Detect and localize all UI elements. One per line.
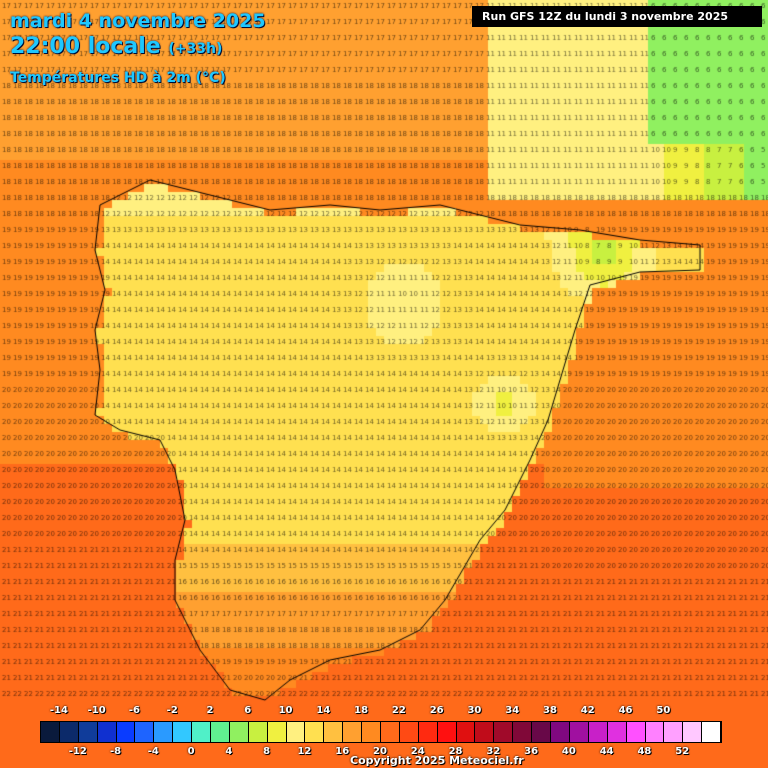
scale-swatch: [78, 722, 98, 742]
scale-swatch: [343, 722, 363, 742]
map-time-label: 22:00 locale: [10, 34, 161, 59]
copyright: Copyright 2025 Meteociel.fr: [350, 754, 524, 767]
scale-swatch: [513, 722, 533, 742]
legend-label: -8: [109, 746, 122, 757]
scale-swatch: [97, 722, 117, 742]
scale-swatch: [116, 722, 136, 742]
scale-swatch: [645, 722, 665, 742]
scale-swatch: [532, 722, 552, 742]
scale-swatch: [59, 722, 79, 742]
color-scale-bar: [40, 721, 722, 743]
scale-swatch: [248, 722, 268, 742]
scale-swatch: [305, 722, 325, 742]
legend-label: 48: [637, 746, 652, 757]
legend-label: 52: [675, 746, 690, 757]
legend-label: 50: [656, 705, 671, 716]
scale-swatch: [664, 722, 684, 742]
scale-swatch: [399, 722, 419, 742]
legend-label: 0: [187, 746, 195, 757]
legend-label: 10: [278, 705, 293, 716]
legend-label: 8: [263, 746, 271, 757]
legend-label: 40: [561, 746, 576, 757]
legend-label: -12: [68, 746, 87, 757]
legend-label: -4: [147, 746, 159, 757]
scale-swatch: [456, 722, 476, 742]
scale-swatch: [475, 722, 495, 742]
legend-label: 38: [543, 705, 557, 716]
legend-bottom-labels: -12 -8 -4 0 4 8 12 16 20 24 28 32 36 40 44 48 52: [40, 746, 720, 760]
scale-swatch: [626, 722, 646, 742]
map-time-offset: (+33h): [168, 41, 223, 57]
legend-label: 42: [580, 705, 595, 716]
legend-label: 32: [486, 746, 501, 757]
scale-swatch: [418, 722, 438, 742]
legend-label: -10: [87, 705, 106, 716]
map-time: 22:00 locale (+33h): [10, 34, 222, 59]
scale-swatch: [192, 722, 212, 742]
scale-swatch: [229, 722, 249, 742]
legend-label: 28: [448, 746, 463, 757]
run-info: Run GFS 12Z du lundi 3 novembre 2025: [472, 6, 762, 27]
legend-label: 26: [429, 705, 444, 716]
legend-label: 6: [244, 705, 252, 716]
scale-swatch: [173, 722, 193, 742]
scale-swatch: [41, 722, 60, 742]
legend-label: 22: [391, 705, 406, 716]
scale-swatch: [324, 722, 344, 742]
legend-label: -6: [128, 705, 140, 716]
legend-label: 18: [354, 705, 369, 716]
legend-label: -14: [49, 705, 68, 716]
scale-swatch: [569, 722, 589, 742]
legend-label: 34: [505, 705, 520, 716]
legend-label: 4: [225, 746, 233, 757]
scale-swatch: [135, 722, 155, 742]
legend-label: 14: [316, 705, 331, 716]
legend-top-labels: -14 -10 -6 -2 2 6 10 14 18 22 26 30 34 38 42 46 50: [40, 705, 720, 719]
legend-label: 36: [524, 746, 539, 757]
map-variable: Températures HD à 2m (°C): [10, 70, 226, 86]
scale-swatch: [551, 722, 570, 742]
scale-swatch: [494, 722, 514, 742]
legend-label: 24: [410, 746, 425, 757]
scale-swatch: [267, 722, 287, 742]
scale-swatch: [211, 722, 230, 742]
legend-label: 44: [599, 746, 614, 757]
legend-label: -2: [166, 705, 178, 716]
legend-label: 46: [618, 705, 633, 716]
scale-swatch: [381, 722, 400, 742]
scale-swatch: [588, 722, 608, 742]
scale-swatch: [683, 722, 703, 742]
legend-label: 20: [373, 746, 387, 757]
legend-label: 2: [206, 705, 214, 716]
scale-swatch: [437, 722, 457, 742]
map-date: mardi 4 novembre 2025: [10, 10, 266, 32]
legend-label: 12: [297, 746, 312, 757]
legend-label: 16: [335, 746, 350, 757]
legend-label: 30: [467, 705, 482, 716]
scale-swatch: [154, 722, 174, 742]
scale-swatch: [286, 722, 306, 742]
scale-swatch: [607, 722, 627, 742]
scale-swatch: [702, 722, 722, 742]
scale-swatch: [362, 722, 382, 742]
